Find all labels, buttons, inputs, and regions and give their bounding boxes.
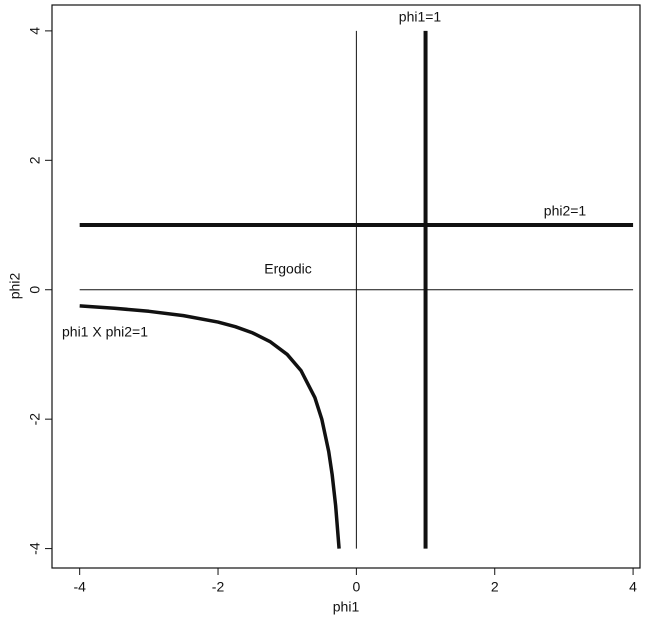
y-tick-label: -4 xyxy=(27,542,43,555)
x-tick-label: 4 xyxy=(629,579,637,595)
x-axis-label: phi1 xyxy=(333,599,360,615)
x-tick-label: -4 xyxy=(73,579,86,595)
chart: phi1 phi2 -4 -2 0 2 4 -4 -2 0 2 4 phi1=1 phi2=1 Ergo… xyxy=(0,0,646,618)
y-axis-label: phi2 xyxy=(7,273,23,300)
y-tick-label: 0 xyxy=(27,286,43,294)
x-tick-label: -2 xyxy=(212,579,225,595)
annotation: Ergodic xyxy=(264,261,311,277)
y-tick-label: -2 xyxy=(27,413,43,426)
y-tick-label: 2 xyxy=(27,156,43,164)
x-tick-label: 0 xyxy=(352,579,360,595)
annotation: phi2=1 xyxy=(544,203,587,219)
y-tick-label: 4 xyxy=(27,27,43,35)
x-tick-label: 2 xyxy=(491,579,499,595)
annotation: phi1 X phi2=1 xyxy=(62,324,148,340)
annotation: phi1=1 xyxy=(399,9,442,25)
plot-frame xyxy=(52,5,640,568)
curve xyxy=(80,306,339,549)
